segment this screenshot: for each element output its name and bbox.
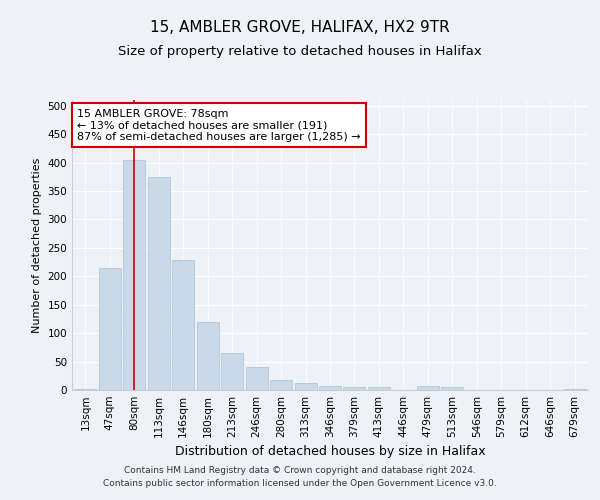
Bar [563, 389, 586, 390]
X-axis label: Distribution of detached houses by size in Halifax: Distribution of detached houses by size … [175, 446, 485, 458]
Bar [319, 386, 341, 390]
Bar [172, 260, 194, 390]
Text: 15, AMBLER GROVE, HALIFAX, HX2 9TR: 15, AMBLER GROVE, HALIFAX, HX2 9TR [150, 20, 450, 35]
Bar [221, 353, 243, 390]
Y-axis label: Number of detached properties: Number of detached properties [32, 158, 42, 332]
Bar [99, 268, 121, 390]
Bar [197, 322, 219, 390]
Bar [148, 177, 170, 390]
Bar [270, 380, 292, 390]
Bar [417, 386, 439, 390]
Bar [295, 383, 317, 390]
Bar [245, 368, 268, 390]
Bar [343, 387, 365, 390]
Bar [124, 160, 145, 390]
Bar [368, 387, 390, 390]
Text: 15 AMBLER GROVE: 78sqm
← 13% of detached houses are smaller (191)
87% of semi-de: 15 AMBLER GROVE: 78sqm ← 13% of detached… [77, 108, 361, 142]
Bar [441, 386, 463, 390]
Text: Contains HM Land Registry data © Crown copyright and database right 2024.
Contai: Contains HM Land Registry data © Crown c… [103, 466, 497, 487]
Bar [74, 389, 97, 390]
Text: Size of property relative to detached houses in Halifax: Size of property relative to detached ho… [118, 45, 482, 58]
